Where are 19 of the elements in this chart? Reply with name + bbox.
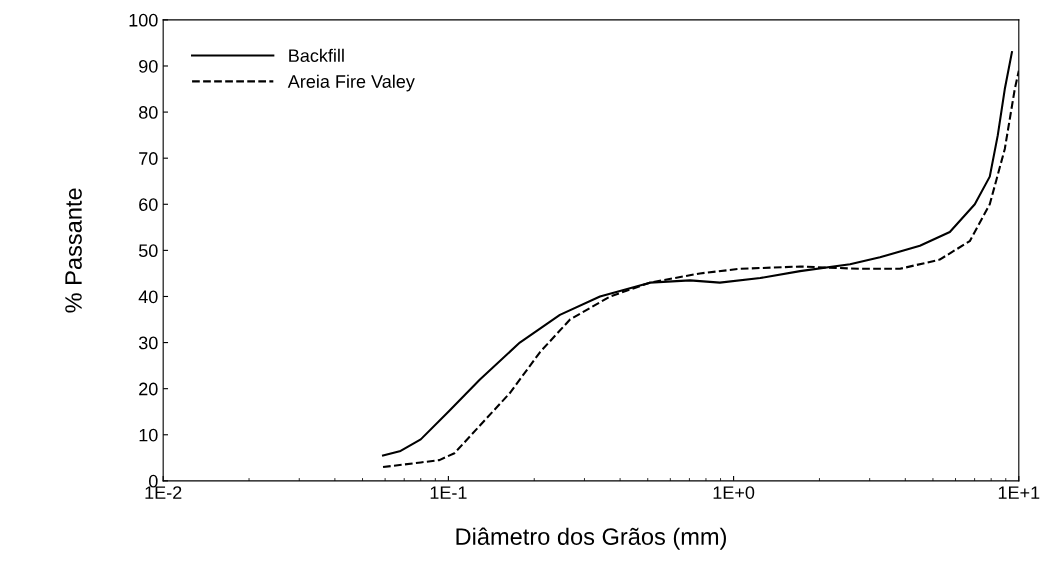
y-tick-label: 30 xyxy=(138,336,158,350)
y-tick-label: 20 xyxy=(139,382,158,396)
y-tick-label: 10 xyxy=(139,428,158,442)
y-tick-label: 40 xyxy=(138,290,158,304)
legend-label: Backfill xyxy=(289,48,344,63)
x-tick-label: 1E-1 xyxy=(430,486,467,499)
y-tick-label: 100 xyxy=(129,13,158,27)
y-tick-label: 80 xyxy=(139,106,158,119)
y-tick-label: 0 xyxy=(148,474,158,488)
legend-label: Areia Fire Valey xyxy=(287,74,415,92)
y-tick-label: 90 xyxy=(139,59,158,73)
x-tick-label: 1E+1 xyxy=(998,486,1040,499)
y-axis-title: % Passante xyxy=(65,188,82,313)
x-tick-label: 1E-2 xyxy=(145,486,182,499)
x-tick-label: 1E+0 xyxy=(713,486,755,499)
y-tick-label: 60 xyxy=(139,198,158,211)
y-tick-label: 50 xyxy=(138,244,158,258)
y-tick-label: 70 xyxy=(139,152,158,165)
x-axis-title: Diâmetro dos Grãos (mm) xyxy=(456,527,726,550)
